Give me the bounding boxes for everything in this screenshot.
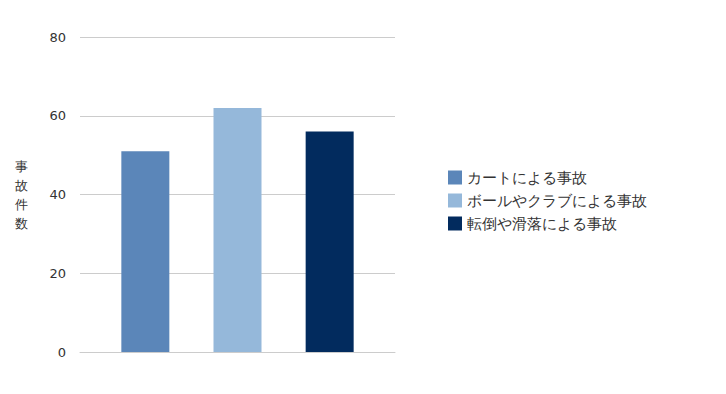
svg-text:件: 件 bbox=[15, 197, 28, 212]
svg-text:60: 60 bbox=[49, 108, 66, 123]
svg-text:数: 数 bbox=[15, 216, 28, 231]
svg-text:事: 事 bbox=[15, 159, 28, 174]
svg-text:故: 故 bbox=[15, 178, 28, 193]
svg-text:0: 0 bbox=[58, 345, 66, 360]
svg-text:カートによる事故: カートによる事故 bbox=[467, 169, 587, 187]
svg-text:20: 20 bbox=[49, 266, 66, 281]
svg-text:ボールやクラブによる事故: ボールやクラブによる事故 bbox=[467, 192, 647, 210]
svg-text:40: 40 bbox=[49, 187, 66, 202]
svg-text:80: 80 bbox=[49, 30, 66, 45]
svg-text:転倒や滑落による事故: 転倒や滑落による事故 bbox=[467, 215, 617, 233]
